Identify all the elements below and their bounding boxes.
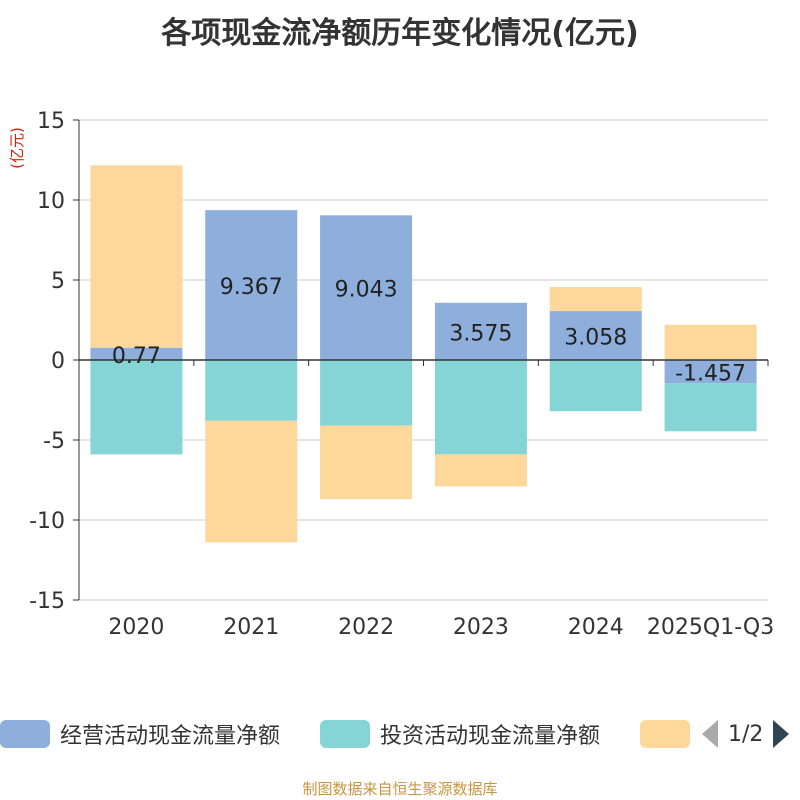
legend-item-investing[interactable]: 投资活动现金流量净额 [320,716,600,752]
y-tick-label: -10 [29,509,65,534]
y-tick-label: -5 [43,429,65,454]
next-page-icon[interactable] [773,720,790,748]
data-label: -1.457 [675,362,746,387]
bar-operating-2023[interactable] [434,302,527,360]
cashflow-chart: 15 10 5 0 -5 -10 -15 (亿元) 0.77 9.367 9.043 3.575 3.0… [8,109,774,640]
legend-label-operating: 经营活动现金流量净额 [60,724,281,749]
data-source: 制图数据来自恒生聚源数据库 [302,780,498,798]
data-label: 9.367 [220,275,283,300]
x-tick-label: 2025Q1-Q3 [647,615,774,640]
y-tick-label: 0 [51,349,65,374]
bar-financing-2021[interactable] [205,420,298,543]
prev-page-icon[interactable] [702,720,718,748]
bar-financing-2024[interactable] [549,287,642,312]
bar-investing-2024[interactable] [549,360,642,412]
y-tick-label: 5 [51,269,65,294]
data-label: 9.043 [335,278,398,303]
x-tick-label: 2022 [338,615,394,640]
x-tick-label: 2020 [108,615,164,640]
bar-investing-2021[interactable] [205,360,298,421]
bar-operating-2025Q1-Q3[interactable] [664,360,757,384]
data-label: 3.058 [564,326,627,351]
y-axis-unit-label: (亿元) [8,127,26,169]
bar-operating-2024[interactable] [549,311,642,360]
bar-investing-2023[interactable] [434,360,527,455]
x-tick-label: 2023 [453,615,509,640]
bar-financing-2020[interactable] [90,165,183,348]
legend-item-financing[interactable] [640,716,700,752]
bar-financing-2023[interactable] [434,454,527,487]
bar-investing-2025Q1-Q3[interactable] [664,383,757,432]
x-tick-label: 2024 [568,615,624,640]
x-tick-label: 2021 [223,615,279,640]
bar-financing-2025Q1-Q3[interactable] [664,324,757,360]
legend-pager: 1/2 [702,716,790,752]
bar-operating-2020[interactable] [90,347,183,360]
y-tick-label: -15 [29,589,65,614]
legend-swatch-financing [640,720,690,748]
y-tick-label: 10 [37,189,65,214]
y-tick-label: 15 [37,109,65,134]
legend-swatch-operating [0,720,50,748]
chart-title: 各项现金流净额历年变化情况(亿元) [161,16,639,51]
legend-page-indicator: 1/2 [728,721,764,747]
legend-item-operating[interactable]: 经营活动现金流量净额 [0,716,280,752]
legend-swatch-investing [320,720,370,748]
legend-label-investing: 投资活动现金流量净额 [380,724,601,749]
bar-investing-2020[interactable] [90,360,183,455]
bar-operating-2021[interactable] [205,210,298,360]
data-label: 0.77 [112,344,161,369]
bar-operating-2022[interactable] [320,215,413,360]
data-label: 3.575 [449,321,512,346]
legend: 经营活动现金流量净额 投资活动现金流量净额 1/2 [0,716,800,752]
bar-investing-2022[interactable] [320,360,413,426]
bar-financing-2022[interactable] [320,425,413,500]
